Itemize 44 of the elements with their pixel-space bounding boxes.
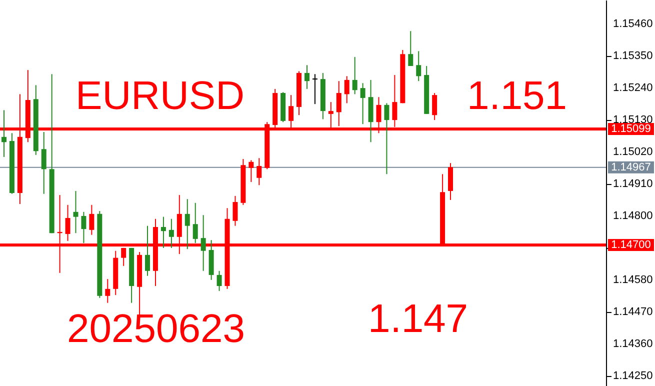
annotation: 1.151: [466, 74, 568, 118]
y-tick-label: 1.14250: [613, 370, 653, 382]
candlestick: [145, 225, 150, 276]
candlestick: [312, 74, 318, 105]
candlestick: [304, 64, 310, 90]
candlestick: [432, 92, 438, 121]
candlestick: [1, 110, 6, 158]
candlestick: [384, 102, 390, 175]
y-tick-label: 1.14470: [613, 306, 653, 318]
candlestick: [232, 195, 238, 226]
candlestick: [192, 202, 198, 244]
candlestick: [360, 82, 366, 125]
candlestick: [344, 76, 350, 104]
candlestick: [200, 214, 206, 272]
y-tick-label: 1.15020: [613, 146, 653, 158]
y-tick-label: 1.15460: [613, 18, 653, 30]
candlestick: [256, 158, 262, 186]
ref-line-label: 1.15099: [611, 123, 651, 136]
candlestick: [105, 278, 110, 304]
candlestick: [216, 270, 222, 292]
y-tick-label: 1.14360: [613, 338, 653, 350]
candlestick: [73, 190, 78, 234]
y-tick-label: 1.14910: [613, 178, 653, 190]
candlestick: [160, 216, 166, 248]
candlestick: [248, 160, 254, 182]
y-tick-label: 1.14580: [613, 274, 653, 286]
annotation: EURUSD: [76, 74, 244, 118]
annotation: 1.147: [368, 297, 468, 341]
candlestick: [168, 218, 174, 248]
y-tick-label: 1.14800: [613, 210, 653, 222]
candlestick: [65, 204, 70, 242]
candlestick: [184, 198, 190, 250]
ref-line-label: 1.14967: [611, 161, 651, 174]
y-tick-label: 1.15350: [613, 50, 653, 62]
candlestick: [81, 211, 86, 244]
candlestick: [89, 204, 94, 236]
candlestick: [448, 162, 454, 200]
candlestick: [408, 30, 414, 66]
candlestick: [41, 131, 46, 194]
candlestick: [416, 50, 422, 82]
candlestick: [352, 56, 358, 95]
ref-line-label: 1.14700: [611, 239, 651, 252]
y-tick-label: 1.15240: [613, 82, 653, 94]
annotation: 20250623: [67, 307, 245, 351]
